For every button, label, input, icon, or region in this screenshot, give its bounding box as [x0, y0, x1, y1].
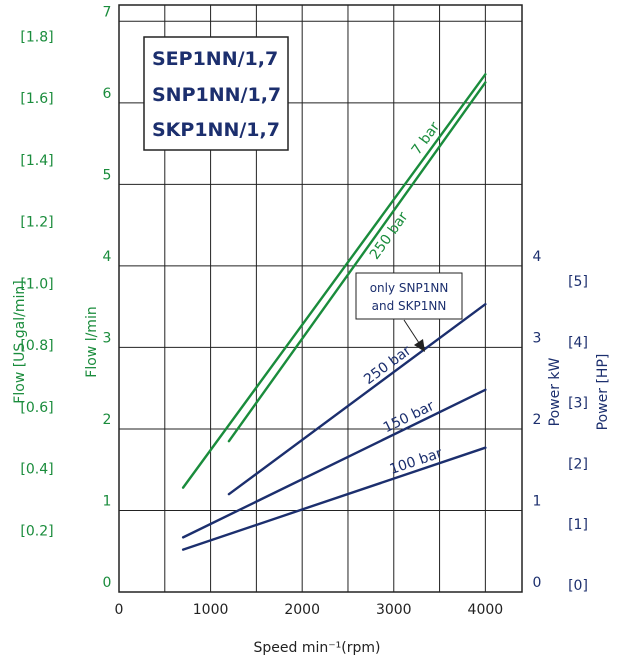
annotation: only SNP1NN and SKP1NN — [355, 272, 463, 352]
series-label: 250 bar — [361, 343, 414, 388]
model-title-2: SNP1NN/1,7 — [152, 84, 281, 106]
x-tick-label: 0 — [115, 602, 124, 618]
model-title-3: SKP1NN/1,7 — [152, 119, 280, 141]
x-tick-label: 4000 — [468, 602, 504, 618]
power-kw-axis-title: Power kW — [547, 357, 563, 426]
flow-gal-tick-label: [0.4] — [20, 462, 53, 478]
power-kw-tick-label: 1 — [533, 493, 542, 509]
model-title-box-frame — [143, 36, 289, 151]
power-kw-tick-label: 3 — [533, 330, 542, 346]
annotation-line-1: only SNP1NN — [370, 281, 449, 295]
power-hp-axis-title: Power [HP] — [595, 354, 611, 431]
flow-tick-label: 2 — [103, 412, 112, 428]
power-kw-tick-label: 4 — [533, 249, 542, 265]
power-hp-tick-label: [3] — [568, 396, 588, 412]
x-tick-label: 2000 — [284, 602, 320, 618]
flow-axis-title: Flow l/min — [84, 306, 100, 377]
tick-labels: 0 1000 2000 3000 4000 0 1 2 3 4 5 6 7 [0.2] [0.4] [0.6]… — [20, 4, 588, 618]
flow-tick-label: 5 — [103, 167, 112, 183]
flow-gal-tick-label: [1.6] — [20, 91, 53, 107]
flow-tick-label: 4 — [103, 249, 112, 265]
annotation-arrow-shaft — [403, 319, 422, 347]
flow-tick-label: 3 — [103, 330, 112, 346]
annotation-box — [355, 272, 463, 320]
flow-gal-tick-label: [0.6] — [20, 400, 53, 416]
series-line — [181, 388, 487, 539]
series-line — [181, 446, 487, 551]
annotation-arrow-head — [414, 339, 425, 352]
x-tick-label: 1000 — [193, 602, 229, 618]
flow-gal-axis-title: Flow [US gal/min] — [12, 280, 28, 403]
power-hp-tick-label: [4] — [568, 335, 588, 351]
power-hp-tick-label: [0] — [568, 578, 588, 594]
x-axis-title: Speed min⁻¹(rpm) — [254, 640, 381, 656]
flow-tick-label: 6 — [103, 86, 112, 102]
power-hp-tick-label: [1] — [568, 517, 588, 533]
flow-tick-label: 7 — [103, 4, 112, 20]
model-title-box: SEP1NN/1,7 SNP1NN/1,7 SKP1NN/1,7 — [143, 36, 289, 151]
flow-gal-tick-label: [0.2] — [20, 523, 53, 539]
x-tick-label: 3000 — [376, 602, 412, 618]
flow-gal-tick-label: [0.8] — [20, 338, 53, 354]
power-hp-tick-label: [2] — [568, 456, 588, 472]
power-hp-tick-label: [5] — [568, 274, 588, 290]
flow-tick-label: 1 — [103, 493, 112, 509]
plot-frame — [118, 4, 523, 593]
grid — [118, 4, 523, 593]
flow-gal-tick-label: [1.8] — [20, 29, 53, 45]
annotation-line-2: and SKP1NN — [372, 299, 447, 313]
flow-gal-tick-label: [1.2] — [20, 215, 53, 231]
series-line — [181, 73, 487, 489]
series-line — [227, 303, 487, 496]
flow-tick-label: 0 — [103, 575, 112, 591]
series-line — [227, 81, 487, 443]
power-kw-tick-label: 2 — [533, 412, 542, 428]
power-kw-tick-label: 0 — [533, 575, 542, 591]
model-title-1: SEP1NN/1,7 — [152, 48, 278, 70]
flow-gal-tick-label: [1.0] — [20, 276, 53, 292]
series-label: 100 bar — [388, 445, 445, 478]
flow-gal-tick-label: [1.4] — [20, 153, 53, 169]
